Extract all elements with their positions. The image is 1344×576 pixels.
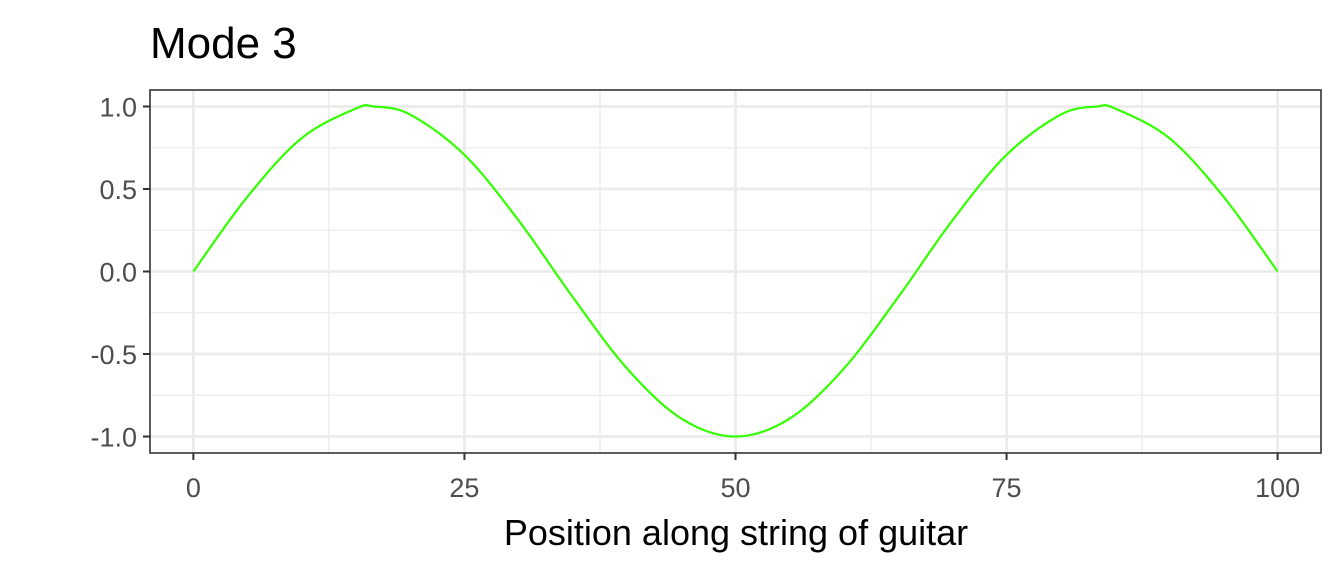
chart-title: Mode 3 [150, 19, 297, 68]
y-tick-label: 0.5 [99, 175, 137, 205]
series-line [192, 104, 1279, 438]
axes: 0 25 50 75 100 1.0 0.5 0.0 -0.5 -1.0 [90, 89, 1322, 503]
y-tick-label: -0.5 [90, 340, 137, 370]
x-tick-label: 0 [186, 473, 201, 503]
y-tick-label: 1.0 [99, 93, 137, 123]
x-axis-title: Position along string of guitar [504, 512, 968, 553]
x-tick-label: 100 [1255, 473, 1300, 503]
y-tick-label: 0.0 [99, 258, 137, 288]
y-tick-label: -1.0 [90, 423, 137, 453]
x-tick-label: 75 [992, 473, 1022, 503]
x-tick-label: 50 [720, 473, 750, 503]
series-layer [192, 104, 1279, 438]
plot-panel [150, 90, 1321, 453]
x-tick-label: 25 [449, 473, 479, 503]
